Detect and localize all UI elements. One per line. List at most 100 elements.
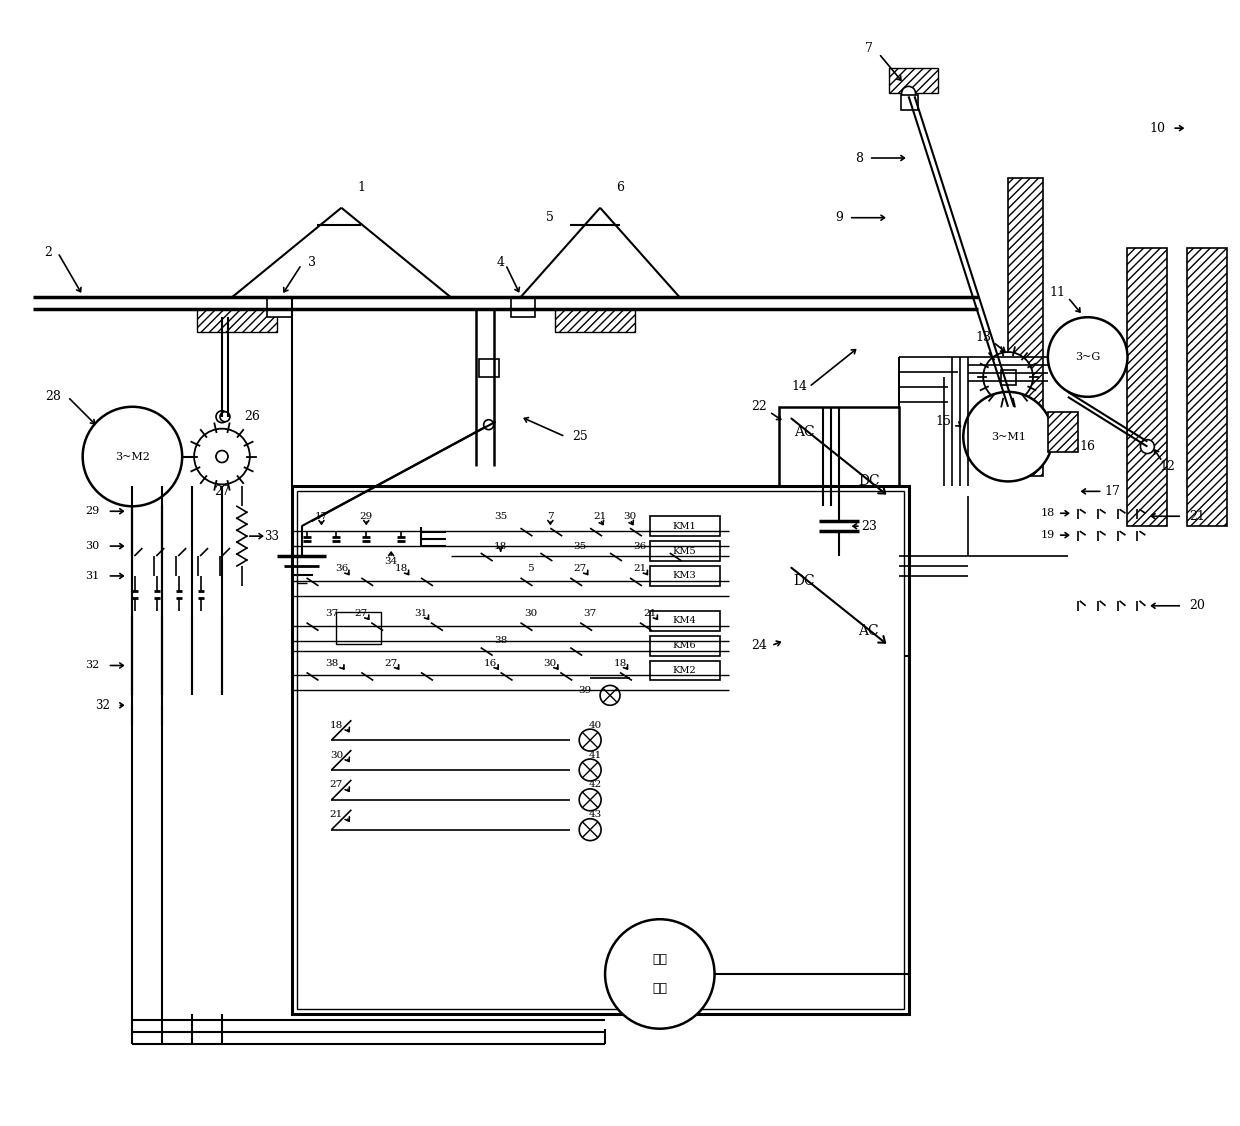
Circle shape [579, 730, 601, 751]
Text: 8: 8 [854, 152, 863, 164]
Bar [291, 486, 909, 1013]
Circle shape [217, 450, 228, 462]
Text: 3~M1: 3~M1 [991, 431, 1025, 441]
Text: 13: 13 [975, 331, 991, 343]
Text: 23: 23 [861, 520, 877, 533]
Circle shape [579, 789, 601, 811]
Bar [1127, 248, 1167, 526]
Text: KM4: KM4 [673, 616, 697, 625]
Circle shape [195, 429, 249, 484]
Bar [556, 310, 635, 332]
Text: 27: 27 [574, 564, 587, 573]
Text: 21: 21 [1189, 510, 1205, 522]
Text: 30: 30 [523, 609, 537, 618]
Circle shape [983, 352, 1033, 402]
Text: 21: 21 [644, 609, 656, 618]
Text: KM1: KM1 [673, 521, 697, 530]
Text: 17: 17 [315, 511, 329, 520]
Text: DC: DC [858, 474, 879, 489]
Text: 36: 36 [634, 542, 646, 551]
Text: 41: 41 [589, 751, 601, 760]
Text: KM5: KM5 [673, 546, 697, 555]
Text: KM6: KM6 [673, 641, 697, 650]
Text: 22: 22 [751, 400, 768, 413]
Text: 37: 37 [325, 609, 339, 618]
Text: 31: 31 [86, 571, 99, 581]
Bar [650, 636, 719, 655]
Text: 34: 34 [384, 556, 398, 565]
Text: 38: 38 [494, 636, 507, 645]
Bar [889, 69, 939, 93]
Text: 7: 7 [547, 511, 553, 520]
Circle shape [579, 759, 601, 781]
Circle shape [1003, 372, 1013, 382]
Text: 30: 30 [330, 751, 343, 760]
Text: 37: 37 [584, 609, 596, 618]
Circle shape [1048, 318, 1127, 396]
Text: 18: 18 [494, 542, 507, 551]
Text: 30: 30 [86, 542, 99, 551]
Bar [779, 556, 899, 655]
Text: 17: 17 [1105, 485, 1121, 498]
Text: 27: 27 [215, 485, 229, 498]
Text: 5: 5 [527, 564, 533, 573]
Circle shape [600, 686, 620, 705]
Text: 1: 1 [357, 181, 366, 195]
Circle shape [484, 420, 494, 430]
Circle shape [901, 87, 915, 100]
Text: 20: 20 [1189, 599, 1205, 613]
Circle shape [83, 406, 182, 507]
Circle shape [216, 411, 228, 422]
Bar [1008, 178, 1043, 476]
Text: 10: 10 [1149, 122, 1166, 135]
Text: 12: 12 [1159, 461, 1176, 473]
Text: 43: 43 [589, 811, 601, 820]
Text: 2: 2 [43, 247, 52, 259]
Text: 18: 18 [614, 659, 626, 668]
Bar [296, 491, 904, 1009]
Text: AC: AC [858, 624, 879, 637]
Text: 3~G: 3~G [1075, 352, 1100, 363]
Text: 42: 42 [589, 780, 601, 789]
Circle shape [216, 450, 228, 463]
Text: DC: DC [794, 574, 815, 588]
Text: KM3: KM3 [673, 571, 697, 580]
Text: 33: 33 [264, 529, 279, 543]
Text: 15: 15 [935, 415, 951, 428]
Text: 30: 30 [543, 659, 557, 668]
Text: 19: 19 [1040, 530, 1055, 540]
Text: 18: 18 [394, 564, 408, 573]
Text: 27: 27 [330, 780, 343, 789]
Bar [650, 542, 719, 561]
Text: 4: 4 [496, 256, 505, 269]
Text: 26: 26 [244, 410, 259, 423]
Text: 18: 18 [330, 721, 343, 730]
Text: 36: 36 [335, 564, 348, 573]
Text: 31: 31 [414, 609, 428, 618]
Text: 7: 7 [864, 42, 873, 55]
Text: 船舶: 船舶 [652, 953, 667, 965]
Bar [650, 661, 719, 680]
Bar [336, 611, 381, 644]
Bar [511, 297, 536, 318]
Text: 32: 32 [86, 661, 99, 670]
Text: 电网: 电网 [652, 982, 667, 995]
Text: 21: 21 [634, 564, 646, 573]
Text: 11: 11 [1050, 286, 1066, 298]
Text: 14: 14 [791, 381, 807, 393]
Bar [650, 516, 719, 536]
Text: 3~M2: 3~M2 [115, 452, 150, 462]
Bar [900, 96, 918, 110]
Circle shape [219, 412, 229, 422]
Bar [1187, 248, 1228, 526]
Bar [1048, 412, 1078, 452]
Circle shape [1141, 439, 1154, 454]
Text: 16: 16 [1080, 440, 1096, 453]
Text: KM2: KM2 [673, 665, 697, 674]
Bar [197, 310, 277, 332]
Text: 32: 32 [95, 699, 110, 712]
Text: 25: 25 [573, 430, 588, 444]
Circle shape [605, 919, 714, 1029]
Text: 21: 21 [594, 511, 606, 520]
Text: 27: 27 [355, 609, 368, 618]
